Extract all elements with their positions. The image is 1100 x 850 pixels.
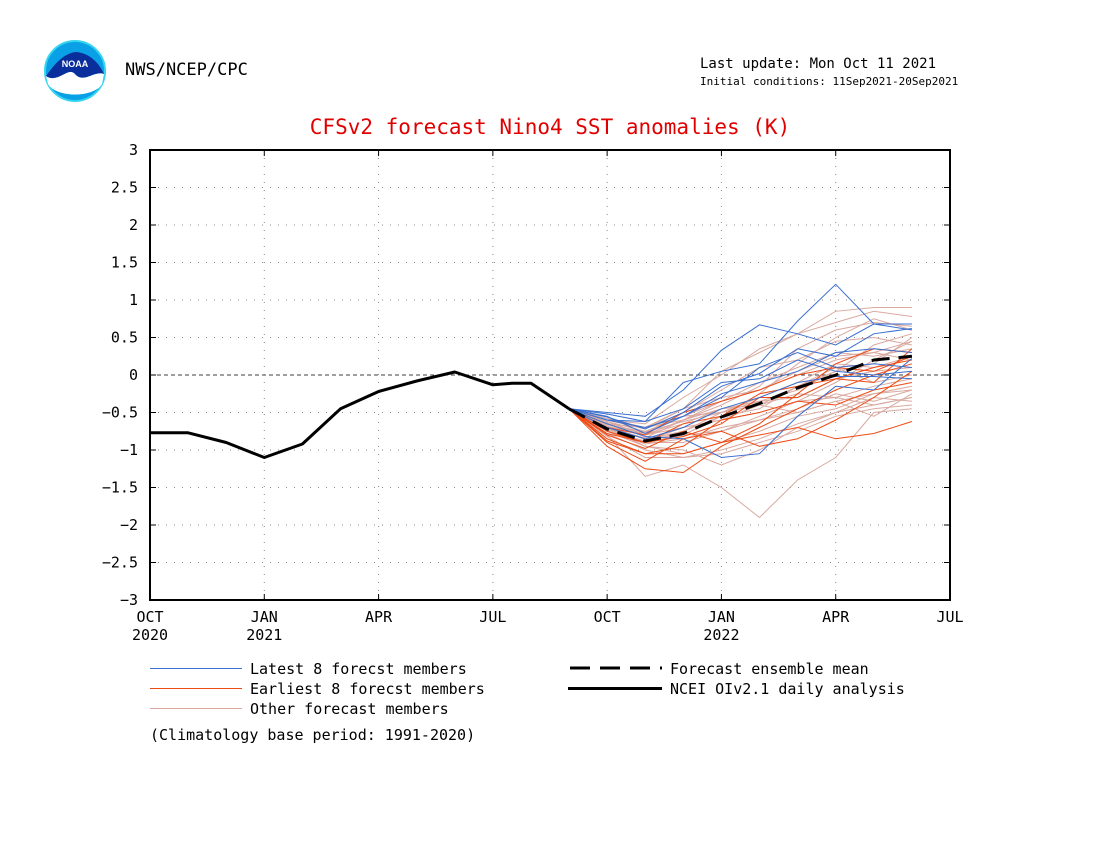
y-tick-label: −2.5 (102, 554, 138, 572)
y-tick-label: 0.5 (111, 329, 138, 347)
earliest-member-line (568, 355, 913, 436)
y-tick-label: −2 (120, 516, 138, 534)
y-tick-label: 2 (129, 216, 138, 234)
earliest-member-line (568, 363, 913, 474)
latest-member-line (568, 358, 913, 459)
main-lines-group (150, 354, 913, 459)
other-members-group (568, 307, 913, 519)
earliest-member-line (568, 382, 912, 455)
legend-latest-label: Latest 8 forecst members (250, 660, 467, 678)
y-tick-label: 3 (129, 141, 138, 159)
y-tick-label: −3 (120, 591, 138, 609)
latest-members-group (568, 283, 913, 459)
x-tick-label: JUL (936, 608, 963, 626)
x-tick-label: JAN (251, 608, 278, 626)
latest-member-line (568, 376, 912, 440)
other-member-line (568, 336, 912, 435)
grid-lines (150, 150, 950, 600)
x-tick-label: OCT (136, 608, 163, 626)
y-tick-label: 2.5 (111, 179, 138, 197)
legend-mean-label: Forecast ensemble mean (670, 660, 869, 678)
initial-conditions-text: Initial conditions: 11Sep2021-20Sep2021 (700, 75, 959, 88)
legend-other-swatch (150, 708, 242, 709)
legend-earliest-swatch (150, 688, 242, 689)
x-tick-label: OCT (594, 608, 621, 626)
y-tick-label: 1 (129, 291, 138, 309)
x-tick-year: 2022 (703, 626, 739, 644)
agency-label: NWS/NCEP/CPC (125, 60, 248, 80)
ensemble-mean-line (568, 354, 913, 443)
legend-other-label: Other forecast members (250, 700, 449, 718)
legend-mean-swatch (570, 666, 662, 670)
other-member-line (568, 310, 912, 429)
logo-text: NOAA (62, 59, 89, 69)
earliest-member-line (568, 348, 913, 444)
analysis-line (150, 370, 570, 459)
other-member-line (568, 337, 913, 433)
latest-member-line (568, 323, 912, 417)
latest-member-line (568, 351, 912, 435)
earliest-member-line (568, 370, 913, 462)
latest-member-line (568, 348, 912, 429)
y-tick-label: 0 (129, 366, 138, 384)
legend-analysis-label: NCEI OIv2.1 daily analysis (670, 680, 905, 698)
chart-title: CFSv2 forecast Nino4 SST anomalies (K) (310, 115, 790, 139)
legend-latest-swatch (150, 668, 242, 669)
x-tick-year: 2021 (246, 626, 282, 644)
plot-frame (149, 149, 951, 601)
y-tick-label: 1.5 (111, 254, 138, 272)
x-tick-label: JAN (708, 608, 735, 626)
x-tick-label: APR (822, 608, 850, 626)
y-tick-label: −0.5 (102, 404, 138, 422)
axes-group: 32.521.510.50−0.5−1−1.5−2−2.5−3OCT2020JA… (102, 141, 964, 644)
other-member-line (568, 408, 912, 519)
legend-analysis-swatch (568, 687, 662, 690)
last-update-text: Last update: Mon Oct 11 2021 (700, 56, 937, 72)
y-tick-label: −1 (120, 441, 138, 459)
latest-member-line (568, 328, 912, 430)
x-tick-label: APR (365, 608, 393, 626)
y-tick-label: −1.5 (102, 479, 138, 497)
noaa-logo: NOAA (44, 40, 106, 102)
x-tick-year: 2020 (132, 626, 168, 644)
legend-earliest-label: Earliest 8 forecst members (250, 680, 485, 698)
latest-member-line (568, 283, 912, 423)
latest-member-line (568, 359, 912, 423)
climatology-note: (Climatology base period: 1991-2020) (150, 726, 476, 744)
x-tick-label: JUL (479, 608, 506, 626)
earliest-member-line (568, 348, 912, 450)
